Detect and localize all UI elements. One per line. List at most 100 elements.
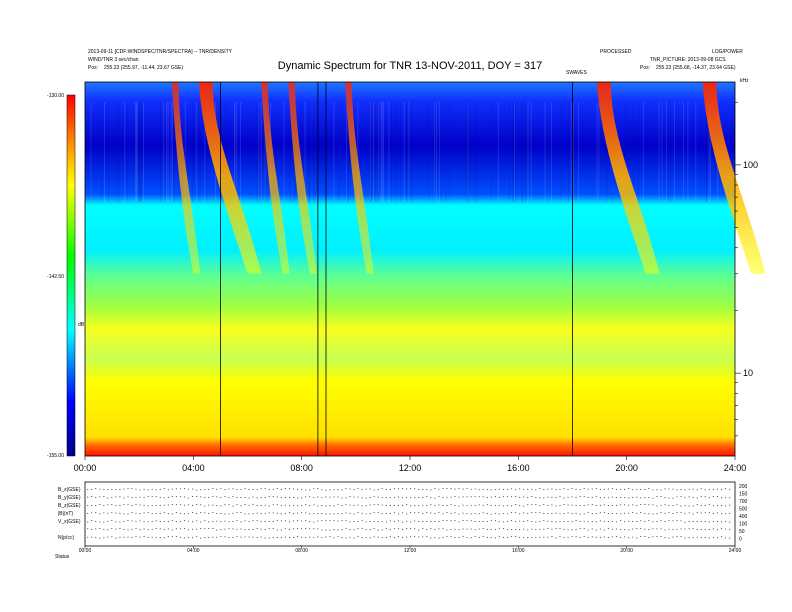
panel-trace-dot: [482, 504, 484, 506]
panel-trace-dot: [341, 513, 343, 514]
panel-trace-dot: [345, 488, 347, 489]
panel-trace-dot: [373, 521, 375, 522]
panel-trace-dot: [547, 496, 549, 498]
panel-trace-dot: [664, 488, 666, 490]
panel-trace-dot: [551, 513, 553, 514]
panel-trace-dot: [183, 513, 186, 515]
panel-trace-dot: [579, 513, 581, 515]
panel-trace-dot: [341, 505, 343, 506]
panel-right-value: 400: [739, 514, 748, 520]
panel-trace-dot: [131, 528, 133, 530]
texture-streak: [118, 102, 120, 202]
panel-trace-dot: [575, 497, 577, 498]
texture-streak: [706, 102, 707, 202]
panel-trace-dot: [579, 521, 581, 522]
panel-trace-dot: [543, 536, 545, 538]
panel-trace-dot: [187, 537, 190, 538]
panel-trace-dot: [159, 521, 161, 522]
panel-trace-dot: [317, 513, 319, 515]
panel-trace-dot: [515, 536, 517, 537]
panel-trace-dot: [224, 536, 226, 538]
panel-trace-dot: [252, 536, 254, 538]
panel-trace-dot: [595, 536, 597, 538]
radio-burst: [596, 82, 660, 274]
panel-trace-dot: [353, 537, 355, 539]
texture-streak: [199, 102, 201, 202]
panel-trace-dot: [373, 512, 375, 513]
panel-trace-dot: [470, 504, 472, 506]
panel-trace-dot: [220, 536, 222, 537]
panel-trace-dot: [151, 496, 153, 497]
panel-trace-dot: [720, 536, 723, 538]
texture-streak: [289, 102, 291, 202]
texture-streak: [371, 102, 372, 202]
texture-streak: [660, 102, 662, 202]
panel-trace-dot: [284, 513, 286, 514]
panel-trace-dot: [119, 521, 121, 523]
panel-trace-dot: [268, 505, 270, 507]
panel-trace-dot: [204, 537, 206, 538]
panel-trace-dot: [103, 512, 105, 514]
panel-trace-dot: [103, 521, 105, 523]
panels-x-tick-label: 20:00: [620, 548, 633, 554]
panel-trace-dot: [103, 505, 105, 506]
panel-trace-dot: [91, 529, 93, 530]
panel-trace-dot: [422, 513, 424, 514]
panel-trace-dot: [155, 528, 157, 529]
panel-trace-dot: [288, 521, 291, 523]
panel-trace-dot: [668, 537, 670, 539]
spectrogram-background: [85, 82, 735, 456]
texture-streak: [606, 102, 608, 202]
right-header-line1: PROCESSED: [600, 49, 632, 55]
panel-trace-dot: [502, 513, 505, 514]
panel-trace-dot: [498, 521, 500, 523]
panel-trace-dot: [143, 489, 145, 490]
panel-trace-dot: [333, 496, 335, 498]
panel-trace-dot: [385, 489, 387, 490]
panel-right-value: 150: [739, 492, 748, 498]
panel-trace-dot: [163, 488, 165, 489]
panels-x-ticks: 00:00 04:00 08:00 12:00 16:00 20:00 24:00: [79, 546, 741, 554]
panel-trace-dot: [567, 521, 569, 522]
texture-streak: [695, 102, 697, 202]
panel-trace-dot: [296, 528, 299, 529]
panel-trace-dot: [640, 504, 642, 505]
panel-trace-dot: [486, 504, 488, 506]
panel-trace-dot: [95, 537, 97, 539]
panel-trace-dot: [716, 488, 719, 490]
panel-trace-dot: [652, 536, 654, 538]
panel-trace-dot: [615, 513, 618, 514]
panel-trace-dot: [212, 512, 214, 513]
panel-trace-dot: [611, 496, 614, 498]
panel-trace-dot: [599, 497, 601, 499]
panel-trace-dot: [276, 512, 278, 514]
panel-trace-dot: [672, 536, 674, 538]
panel-trace-dot: [729, 497, 731, 499]
panel-trace-dot: [127, 520, 129, 521]
panel-trace-dot: [454, 520, 456, 521]
spectrogram-plot: 00:00 04:00 08:00 12:00 16:00 20:00 24:00 1010…: [74, 81, 766, 473]
panel-trace-dot: [684, 505, 686, 506]
panel-trace-dot: [680, 505, 682, 507]
panel-trace-dot: [248, 504, 250, 506]
panel-trace-dot: [680, 528, 682, 530]
panel-trace-dot: [523, 521, 525, 522]
panel-trace-dot: [422, 521, 424, 522]
panel-trace-dot: [450, 536, 452, 537]
panel-trace-dot: [611, 536, 614, 538]
panel-trace-dot: [365, 505, 367, 506]
panel-trace-dot: [672, 505, 674, 506]
panel-trace-dot: [474, 505, 476, 506]
panel-trace-dot: [236, 512, 238, 513]
panel-trace-dot: [446, 488, 448, 489]
panel-trace-dot: [624, 489, 626, 490]
panel-trace-dot: [543, 504, 545, 505]
texture-streak: [234, 102, 236, 202]
panel-trace-dot: [559, 521, 561, 522]
texture-streak: [667, 102, 669, 202]
panel-trace-dot: [502, 521, 505, 523]
panel-trace-dot: [167, 489, 169, 491]
panel-trace-dot: [321, 537, 323, 538]
colorbar: [66, 94, 76, 457]
right-header-pos-value: 255.23 (255.68, -14.37, 23.64 GSE): [656, 65, 736, 71]
